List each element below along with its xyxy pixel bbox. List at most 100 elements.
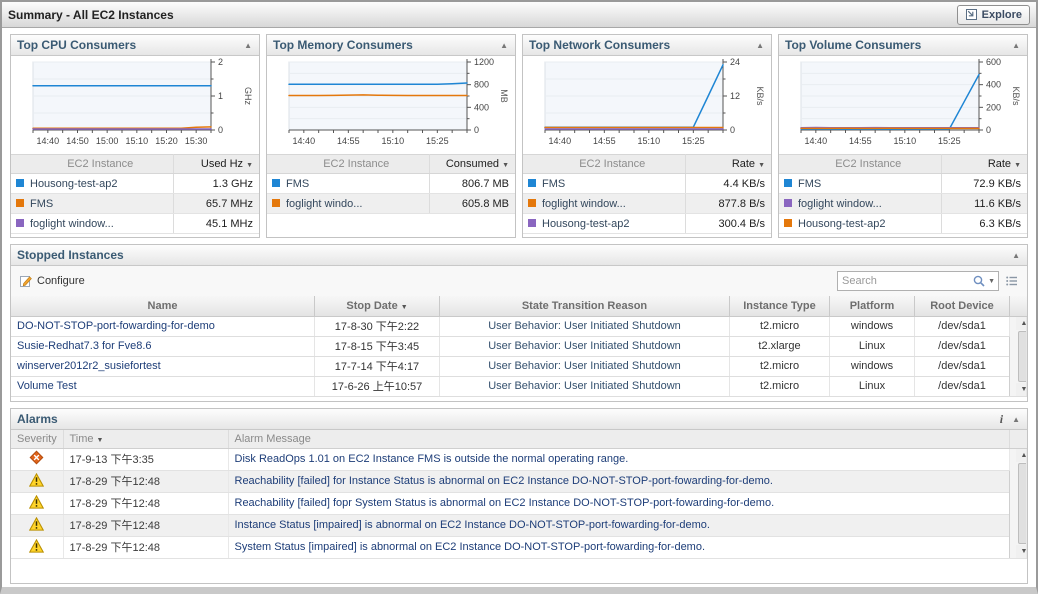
panel-alarms: Alarms i ▲ Severity Time ▼ Alarm Message … [10, 408, 1028, 584]
col-header-stop-date[interactable]: Stop Date ▼ [314, 296, 440, 317]
table-row[interactable]: Volume Test 17-6-26 上午10:57 User Behavio… [11, 376, 1027, 397]
col-header-time[interactable]: Time ▼ [63, 430, 229, 449]
legend-col-header [11, 154, 28, 174]
scroll-up-icon[interactable]: ▲ [1016, 448, 1026, 462]
vertical-scrollbar[interactable]: ▲▼ [1009, 316, 1027, 397]
series-swatch [783, 218, 792, 227]
table-customizer-icon[interactable] [1005, 274, 1019, 288]
col-header-reason[interactable]: State Transition Reason [439, 296, 730, 317]
panel-top-network-consumers: Top Network Consumers ▲ 0 12 24 14:40 14:55 1… [522, 34, 772, 238]
col-header-instance[interactable]: EC2 Instance [540, 154, 686, 174]
alarm-row[interactable]: 17-8-29 下午12:48 Reachability [failed] fo… [11, 470, 1027, 493]
warning-severity-icon [29, 472, 45, 487]
scroll-up-icon[interactable]: ▲ [1016, 316, 1026, 330]
col-header-value[interactable]: Rate ▼ [685, 154, 771, 174]
vertical-scrollbar[interactable]: ▲▼ [1009, 448, 1027, 559]
info-icon[interactable]: i [999, 411, 1004, 426]
page-title: Summary - All EC2 Instances [8, 7, 174, 22]
col-header-instance[interactable]: EC2 Instance [28, 154, 174, 174]
table-row[interactable]: Housong-test-ap2 1.3 GHz [11, 173, 259, 194]
col-header-root-device[interactable]: Root Device [914, 296, 1010, 317]
table-row[interactable]: Housong-test-ap2 300.4 B/s [523, 213, 771, 234]
scroll-down-icon[interactable]: ▼ [1016, 544, 1026, 557]
memory-chart: 0 400 800 1200 14:40 14:55 15:10 15:25 MB [267, 56, 515, 154]
svg-text:1200: 1200 [474, 57, 494, 67]
svg-text:GHz: GHz [243, 87, 253, 106]
table-row[interactable]: DO-NOT-STOP-port-fowarding-for-demo 17-8… [11, 316, 1027, 397]
svg-text:14:40: 14:40 [805, 136, 828, 146]
svg-text:2: 2 [218, 57, 223, 67]
sort-desc-icon: ▼ [246, 162, 253, 169]
alarm-row[interactable]: 17-8-29 下午12:48 Instance Status [impaire… [11, 514, 1027, 537]
col-header-instance[interactable]: EC2 Instance [796, 154, 942, 174]
svg-text:0: 0 [986, 125, 991, 135]
col-header-value[interactable]: Consumed ▼ [429, 154, 515, 174]
col-header-instance-type[interactable]: Instance Type [729, 296, 830, 317]
scrollbar-thumb[interactable] [1018, 330, 1026, 382]
panel-top-volume-consumers: Top Volume Consumers ▲ 0 200 400 600 14:40 14… [778, 34, 1028, 238]
search-input[interactable] [838, 275, 973, 287]
alarms-table: Severity Time ▼ Alarm Message 17-9-13 下午3… [11, 430, 1027, 559]
svg-text:15:10: 15:10 [894, 136, 917, 146]
warning-severity-icon [29, 538, 45, 553]
table-row[interactable]: FMS 806.7 MB [267, 173, 515, 194]
instance-name-link[interactable]: winserver2012r2_susiefortest [17, 360, 161, 372]
col-header-alarm-message[interactable]: Alarm Message [228, 430, 1010, 449]
table-row[interactable]: winserver2012r2_susiefortest 17-7-14 下午4… [11, 356, 1027, 377]
instance-name-link[interactable]: Volume Test [17, 380, 77, 392]
collapse-icon[interactable]: ▲ [756, 40, 764, 50]
col-header-value[interactable]: Rate ▼ [941, 154, 1027, 174]
explore-button[interactable]: Explore [956, 4, 1030, 25]
svg-text:15:10: 15:10 [382, 136, 405, 146]
panel-header: Top Network Consumers ▲ [523, 35, 771, 56]
collapse-icon[interactable]: ▲ [1012, 414, 1020, 424]
svg-text:0: 0 [730, 125, 735, 135]
svg-text:15:25: 15:25 [938, 136, 961, 146]
collapse-icon[interactable]: ▲ [1012, 40, 1020, 50]
series-swatch [271, 178, 280, 187]
instance-name-link[interactable]: DO-NOT-STOP-port-fowarding-for-demo [17, 320, 215, 332]
svg-text:14:40: 14:40 [37, 136, 60, 146]
svg-text:14:40: 14:40 [549, 136, 572, 146]
table-row[interactable]: foglight window... 45.1 MHz [11, 213, 259, 234]
alarm-row[interactable]: 17-8-29 下午12:48 System Status [impaired]… [11, 536, 1027, 559]
col-header-platform[interactable]: Platform [829, 296, 915, 317]
configure-button[interactable]: Configure [19, 274, 85, 288]
table-row[interactable]: FMS 72.9 KB/s [779, 173, 1027, 194]
col-header-name[interactable]: Name [11, 296, 315, 317]
svg-text:15:00: 15:00 [96, 136, 119, 146]
col-header-severity[interactable]: Severity [11, 430, 64, 449]
table-row[interactable]: foglight window... 877.8 B/s [523, 193, 771, 214]
col-header-instance[interactable]: EC2 Instance [284, 154, 430, 174]
series-swatch [527, 178, 536, 187]
table-row[interactable]: FMS 65.7 MHz [11, 193, 259, 214]
network-chart: 0 12 24 14:40 14:55 15:10 15:25 KB/s [523, 56, 771, 154]
svg-text:KB/s: KB/s [755, 86, 765, 106]
panel-title: Top Memory Consumers [273, 38, 413, 52]
scrollbar-thumb[interactable] [1018, 462, 1026, 544]
legend-col-header [523, 154, 540, 174]
col-header-value[interactable]: Used Hz ▼ [173, 154, 259, 174]
collapse-icon[interactable]: ▲ [1012, 250, 1020, 260]
collapse-icon[interactable]: ▲ [244, 40, 252, 50]
table-row[interactable]: foglight windo... 605.8 MB [267, 193, 515, 214]
scrollbar-header-spacer [1009, 430, 1027, 449]
scroll-down-icon[interactable]: ▼ [1016, 382, 1026, 395]
panel-header: Top CPU Consumers ▲ [11, 35, 259, 56]
alarm-row[interactable]: 17-8-29 下午12:48 Reachability [failed] fo… [11, 492, 1027, 515]
table-row[interactable]: foglight window... 11.6 KB/s [779, 193, 1027, 214]
series-swatch [271, 198, 280, 207]
search-options-dropdown-icon[interactable]: ▼ [988, 277, 995, 285]
search-icon[interactable] [972, 274, 986, 288]
instance-name-link[interactable]: Susie-Redhat7.3 for Fve8.6 [17, 340, 152, 352]
collapse-icon[interactable]: ▲ [500, 40, 508, 50]
cpu-chart: 0 1 2 14:40 14:50 15:00 15:10 15:20 15:30 GHz [11, 56, 259, 154]
svg-text:15:20: 15:20 [155, 136, 178, 146]
table-row[interactable]: Housong-test-ap2 6.3 KB/s [779, 213, 1027, 234]
table-row[interactable]: FMS 4.4 KB/s [523, 173, 771, 194]
table-row[interactable]: Susie-Redhat7.3 for Fve8.6 17-8-15 下午3:4… [11, 336, 1027, 357]
stopped-toolbar: Configure ▼ [11, 266, 1027, 296]
cpu-consumers-table: EC2 Instance Used Hz ▼ Housong-test-ap2 1.3… [11, 154, 259, 234]
alarm-row[interactable]: 17-9-13 下午3:35 Disk ReadOps 1.01 on EC2 … [11, 448, 1027, 559]
dashboard-content: Top CPU Consumers ▲ 0 1 2 14:40 14:50 15:00 15… [2, 28, 1036, 584]
